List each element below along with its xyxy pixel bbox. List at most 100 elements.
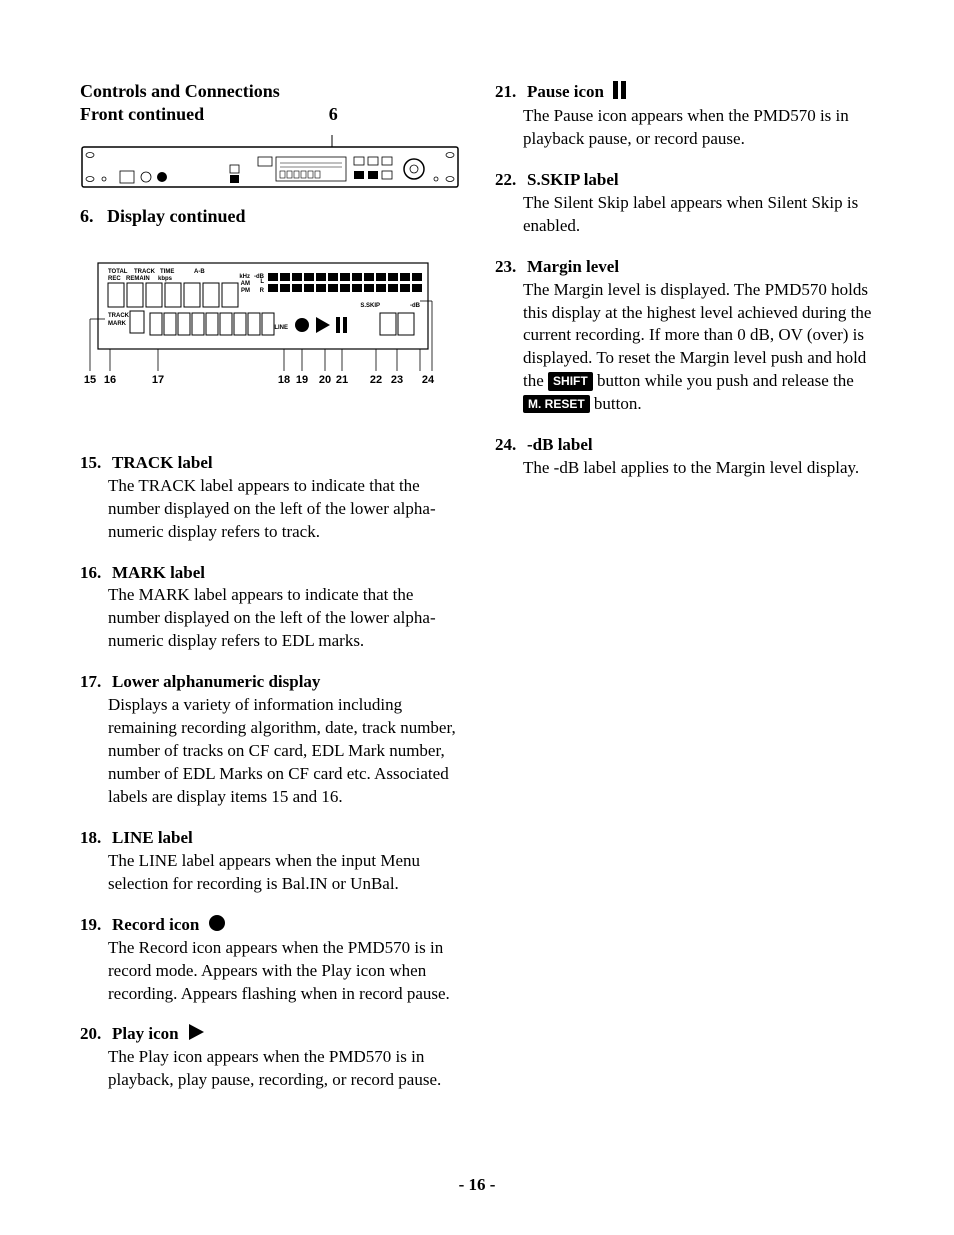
item-body: The MARK label appears to indicate that … (108, 584, 459, 653)
item-header: 17.Lower alphanumeric display (80, 671, 459, 694)
right-items-list: 21.Pause icon The Pause icon appears whe… (495, 80, 874, 480)
left-item-19: 19.Record icon The Record icon appears w… (80, 914, 459, 1006)
display-diagram-figure: TOTAL TRACK TIME A-B REC REMAIN kbps kHz… (80, 257, 459, 402)
shift-button-label: SHIFT (548, 372, 593, 390)
right-item-21: 21.Pause icon The Pause icon appears whe… (495, 80, 874, 151)
section-6-num: 6. (80, 206, 94, 226)
right-item-23: 23.Margin levelThe Margin level is displ… (495, 256, 874, 417)
item-header: 19.Record icon (80, 914, 459, 937)
mreset-button-label: M. RESET (523, 395, 590, 413)
item-number: 17. (80, 671, 108, 694)
page: Controls and Connections Front continued… (0, 0, 954, 1235)
item-number: 22. (495, 169, 523, 192)
item-header: 16.MARK label (80, 562, 459, 585)
item-label: TRACK label (112, 452, 213, 475)
item-body: The LINE label appears when the input Me… (108, 850, 459, 896)
figure-callout-6: 6 (329, 103, 338, 126)
svg-text:R: R (260, 288, 265, 294)
item-header: 23.Margin level (495, 256, 874, 279)
svg-text:16: 16 (104, 374, 116, 386)
item-number: 24. (495, 434, 523, 457)
item-header: 18.LINE label (80, 827, 459, 850)
item-label: Play icon (112, 1023, 179, 1046)
right-item-24: 24.-dB labelThe -dB label applies to the… (495, 434, 874, 480)
item-label: MARK label (112, 562, 205, 585)
item-label: Record icon (112, 914, 199, 937)
left-item-16: 16.MARK labelThe MARK label appears to i… (80, 562, 459, 654)
svg-text:21: 21 (336, 374, 348, 386)
section-header: Controls and Connections Front continued… (80, 80, 459, 127)
item-body: The -dB label applies to the Margin leve… (523, 457, 874, 480)
front-panel-figure (80, 135, 459, 196)
two-column-layout: Controls and Connections Front continued… (80, 80, 874, 1110)
item-header: 15.TRACK label (80, 452, 459, 475)
svg-text:19: 19 (296, 374, 308, 386)
left-item-20: 20.Play icon The Play icon appears when … (80, 1023, 459, 1092)
svg-text:kbps: kbps (158, 276, 173, 282)
item-number: 15. (80, 452, 108, 475)
item-label: -dB label (527, 434, 593, 457)
svg-text:AM: AM (241, 281, 250, 287)
right-item-22: 22.S.SKIP labelThe Silent Skip label app… (495, 169, 874, 238)
item-body: Displays a variety of information includ… (108, 694, 459, 809)
left-item-17: 17.Lower alphanumeric displayDisplays a … (80, 671, 459, 809)
svg-text:15: 15 (84, 374, 96, 386)
item-number: 21. (495, 81, 523, 104)
item-label: LINE label (112, 827, 193, 850)
play-icon (183, 1023, 205, 1046)
svg-text:-dB: -dB (410, 303, 421, 309)
svg-text:L: L (260, 279, 264, 285)
svg-text:TRACK: TRACK (108, 313, 130, 319)
item-body: The Silent Skip label appears when Silen… (523, 192, 874, 238)
item-label: S.SKIP label (527, 169, 619, 192)
left-column: Controls and Connections Front continued… (80, 80, 459, 1110)
svg-text:REC: REC (108, 276, 121, 282)
svg-text:kHz: kHz (239, 274, 250, 280)
item-body: The Margin level is displayed. The PMD57… (523, 279, 874, 417)
item-header: 20.Play icon (80, 1023, 459, 1046)
item-number: 16. (80, 562, 108, 585)
spacer (80, 412, 459, 452)
svg-text:20: 20 (319, 374, 331, 386)
record-icon (203, 914, 225, 937)
section-6-title: Display continued (107, 206, 246, 226)
svg-text:18: 18 (278, 374, 290, 386)
item-number: 20. (80, 1023, 108, 1046)
svg-text:22: 22 (370, 374, 382, 386)
front-panel-svg (80, 135, 460, 191)
right-column: 21.Pause icon The Pause icon appears whe… (495, 80, 874, 1110)
svg-text:TIME: TIME (160, 269, 174, 275)
section-header-line2: Front continued (80, 104, 204, 124)
svg-text:S.SKIP: S.SKIP (360, 303, 380, 309)
svg-text:TOTAL: TOTAL (108, 269, 128, 275)
svg-text:23: 23 (391, 374, 403, 386)
left-item-18: 18.LINE labelThe LINE label appears when… (80, 827, 459, 896)
svg-text:TRACK: TRACK (134, 269, 156, 275)
display-diagram-svg: TOTAL TRACK TIME A-B REC REMAIN kbps kHz… (80, 257, 440, 397)
item-number: 23. (495, 256, 523, 279)
item-body: The Record icon appears when the PMD570 … (108, 937, 459, 1006)
item-body: The Pause icon appears when the PMD570 i… (523, 105, 874, 151)
svg-text:24: 24 (422, 374, 435, 386)
item-header: 22.S.SKIP label (495, 169, 874, 192)
svg-text:REMAIN: REMAIN (126, 276, 150, 282)
item-body: The Play icon appears when the PMD570 is… (108, 1046, 459, 1092)
svg-text:17: 17 (152, 374, 164, 386)
svg-text:A-B: A-B (194, 269, 205, 275)
svg-text:PM: PM (241, 288, 250, 294)
left-items-list: 15.TRACK labelThe TRACK label appears to… (80, 452, 459, 1093)
page-number: - 16 - (0, 1175, 954, 1195)
svg-text:LINE: LINE (274, 325, 288, 331)
item-header: 21.Pause icon (495, 80, 874, 105)
item-number: 19. (80, 914, 108, 937)
left-item-15: 15.TRACK labelThe TRACK label appears to… (80, 452, 459, 544)
item-label: Lower alphanumeric display (112, 671, 320, 694)
svg-text:MARK: MARK (108, 321, 127, 327)
pause-icon (608, 80, 626, 105)
item-number: 18. (80, 827, 108, 850)
item-header: 24.-dB label (495, 434, 874, 457)
section-header-line1: Controls and Connections (80, 81, 280, 101)
item-label: Margin level (527, 256, 619, 279)
section-6-heading: 6. Display continued (80, 206, 459, 227)
item-label: Pause icon (527, 81, 604, 104)
